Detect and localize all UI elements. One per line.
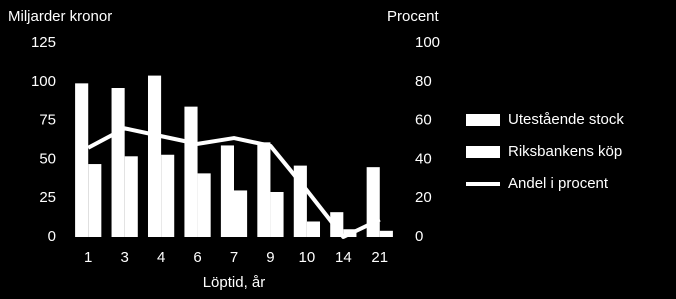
y-tick-label: 100	[31, 73, 56, 90]
x-tick-label: 21	[371, 249, 388, 266]
bar	[88, 164, 102, 237]
bar	[306, 221, 321, 237]
line	[87, 126, 381, 239]
bar	[161, 154, 175, 237]
x-tick-label: 7	[230, 249, 238, 266]
legend-swatch	[466, 146, 500, 158]
x-axis-title: Löptid, år	[203, 274, 266, 291]
bar	[124, 156, 138, 237]
x-tick-label: 9	[266, 249, 274, 266]
y-tick-label: 25	[39, 189, 56, 206]
bar	[234, 190, 248, 237]
y2-tick-label: 80	[415, 73, 432, 90]
y2-tick-label: 0	[415, 228, 423, 245]
y-tick-label: 50	[39, 150, 56, 167]
bar	[147, 75, 162, 237]
x-tick-label: 14	[335, 249, 352, 266]
legend-swatch	[466, 114, 500, 126]
x-tick-label: 1	[84, 249, 92, 266]
x-tick-label: 3	[120, 249, 128, 266]
y-tick-label: 75	[39, 112, 56, 129]
y2-tick-label: 20	[415, 189, 432, 206]
legend-label: Utestående stock	[508, 111, 624, 128]
bar	[197, 173, 211, 237]
legend-label: Riksbankens köp	[508, 143, 622, 160]
bar	[75, 83, 89, 238]
bar	[220, 145, 234, 237]
bar	[184, 106, 198, 237]
y2-tick-label: 100	[415, 34, 440, 51]
y2-tick-label: 60	[415, 112, 432, 129]
y-axis-title: Miljarder kronor	[8, 8, 112, 25]
bar	[111, 88, 125, 238]
y2-tick-label: 40	[415, 150, 432, 167]
y2-axis-title: Procent	[387, 8, 440, 25]
y-tick-label: 125	[31, 34, 56, 51]
y-tick-label: 0	[48, 228, 56, 245]
x-tick-label: 10	[299, 249, 316, 266]
x-tick-label: 4	[157, 249, 165, 266]
bar	[270, 191, 284, 237]
legend-label: Andel i procent	[508, 175, 609, 192]
bar	[257, 142, 271, 237]
x-tick-label: 6	[193, 249, 201, 266]
bar	[379, 230, 393, 237]
